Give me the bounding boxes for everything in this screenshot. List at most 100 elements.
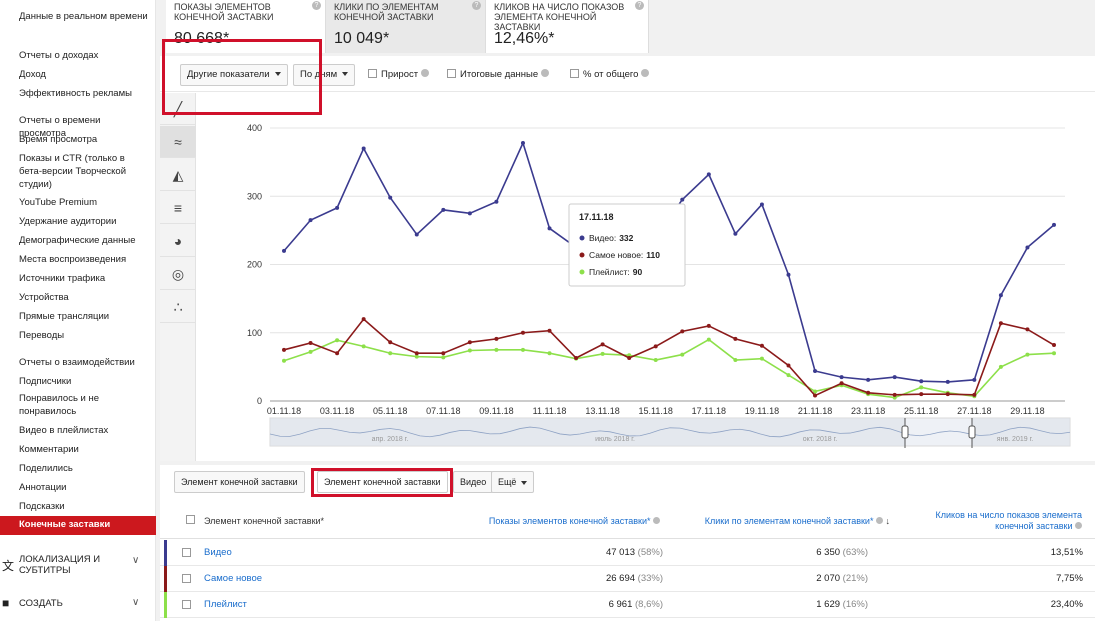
chevron-down-icon[interactable]: ∨ bbox=[132, 555, 140, 566]
metric-card-impressions[interactable]: Показы элементов конечной заставки 80 66… bbox=[166, 0, 326, 53]
tooltip-marker bbox=[579, 235, 585, 241]
bar-chart-icon[interactable]: ≡ bbox=[160, 192, 196, 224]
data-table: Элемент конечной заставки* Показы элемен… bbox=[160, 39, 1095, 621]
sidebar-item[interactable]: Демографические данные bbox=[19, 235, 136, 246]
row-checkbox[interactable] bbox=[182, 600, 191, 609]
tooltip-box bbox=[568, 203, 686, 287]
help-icon[interactable]: ? bbox=[312, 1, 321, 10]
tab-end-screen-element-selected[interactable]: Элемент конечной заставки bbox=[317, 471, 448, 493]
bubble-chart-icon[interactable]: ∴ bbox=[160, 291, 196, 323]
checkbox-box[interactable] bbox=[368, 69, 377, 78]
chevron-down-icon[interactable]: ∨ bbox=[132, 597, 140, 608]
row-name-link[interactable]: Самое новое bbox=[204, 573, 263, 584]
help-icon[interactable] bbox=[1075, 522, 1082, 529]
sort-down-icon[interactable]: ↓ bbox=[885, 516, 891, 526]
sidebar-section-create[interactable]: ■ Создать ∨ bbox=[0, 590, 156, 620]
data-point bbox=[706, 172, 711, 177]
help-icon[interactable]: ? bbox=[635, 1, 644, 10]
help-icon[interactable] bbox=[875, 517, 883, 524]
sidebar-item[interactable]: Доход bbox=[19, 69, 46, 80]
column-header-ctr[interactable]: Кликов на число показов элемента конечно… bbox=[900, 510, 1082, 532]
sidebar-item[interactable]: Время просмотра bbox=[19, 134, 98, 145]
row-checkbox[interactable] bbox=[182, 548, 191, 557]
sidebar-item[interactable]: Комментарии bbox=[19, 444, 79, 455]
sidebar-item[interactable]: Удержание аудитории bbox=[19, 216, 117, 227]
tab-end-screen-element[interactable]: Элемент конечной заставки bbox=[174, 471, 305, 493]
globe-icon[interactable]: ◎ bbox=[160, 258, 196, 290]
data-point bbox=[866, 377, 871, 382]
sidebar-item[interactable]: Подсказки bbox=[19, 501, 65, 512]
sidebar-item[interactable]: Устройства bbox=[19, 292, 69, 303]
navigator-label: янв. 2019 г. bbox=[997, 436, 1033, 443]
tab-more[interactable]: Ещё bbox=[491, 471, 535, 493]
sidebar-item[interactable]: Поделились bbox=[19, 463, 73, 474]
sidebar-item[interactable]: Данные в реальном времени bbox=[19, 11, 148, 22]
percent-total-checkbox[interactable]: % от общего bbox=[570, 69, 650, 80]
sidebar-item[interactable]: Отчеты о доходах bbox=[19, 50, 99, 61]
select-all-checkbox[interactable] bbox=[186, 515, 195, 524]
sidebar-item[interactable]: Аннотации bbox=[19, 482, 67, 493]
by-days-dropdown[interactable]: По дням bbox=[293, 64, 356, 86]
row-ctr: 7,75% bbox=[1056, 573, 1083, 584]
metric-card-ctr[interactable]: Кликов на число показов элемента конечно… bbox=[486, 0, 649, 53]
data-point bbox=[759, 343, 764, 348]
area-chart-icon[interactable]: ◭ bbox=[160, 159, 196, 191]
sidebar-item[interactable]: Эффективность рекламы bbox=[19, 88, 132, 99]
impressions-value: 6 961 bbox=[608, 599, 633, 610]
sidebar-item[interactable]: YouTube Premium bbox=[19, 197, 97, 208]
sidebar-item[interactable]: Прямые трансляции bbox=[19, 311, 110, 322]
pie-chart-icon[interactable]: ◕ bbox=[160, 225, 196, 257]
metric-title: Кликов на число показов элемента конечно… bbox=[494, 2, 625, 32]
sidebar-item[interactable]: Источники трафика bbox=[19, 273, 106, 284]
tooltip-value: 90 bbox=[633, 267, 643, 277]
data-point bbox=[1052, 222, 1056, 227]
impressions-percent: (8,6%) bbox=[635, 599, 663, 610]
sidebar-item-label: Конечные заставки bbox=[19, 519, 111, 530]
more-metrics-dropdown[interactable]: Другие показатели bbox=[180, 64, 288, 86]
main-content: Показы элементов конечной заставки 80 66… bbox=[156, 0, 1095, 621]
totals-checkbox[interactable]: Итоговые данные bbox=[447, 69, 550, 80]
row-name-link[interactable]: Плейлист bbox=[204, 599, 247, 610]
tab-video[interactable]: Видео bbox=[453, 471, 494, 493]
data-point bbox=[600, 342, 605, 347]
row-impressions: 6 961 (8,6%) bbox=[609, 599, 663, 610]
help-icon[interactable] bbox=[421, 69, 430, 77]
table-row[interactable]: Видео 47 013 (58%) 6 350 (63%) 13,51% bbox=[160, 540, 1095, 566]
table-row[interactable]: Плейлист 6 961 (8,6%) 1 629 (16%) 23,40% bbox=[160, 592, 1095, 618]
sidebar-item[interactable]: Отчеты о времени просмотра bbox=[19, 115, 101, 139]
table-row[interactable]: Самое новое 26 694 (33%) 2 070 (21%) 7,75% bbox=[160, 566, 1095, 592]
sidebar-item[interactable]: Места воспроизведения bbox=[19, 254, 127, 265]
help-icon[interactable] bbox=[541, 69, 550, 77]
sidebar-item[interactable]: Переводы bbox=[19, 330, 65, 341]
sidebar-item[interactable]: Отчеты о взаимодействии bbox=[19, 357, 135, 368]
y-tick-label: 200 bbox=[247, 260, 262, 270]
data-point bbox=[388, 351, 393, 356]
sidebar-item-end-screens[interactable]: Конечные заставки bbox=[0, 516, 156, 535]
help-icon[interactable]: ? bbox=[472, 1, 481, 10]
data-point bbox=[706, 323, 711, 328]
column-header-name[interactable]: Элемент конечной заставки* bbox=[204, 516, 325, 526]
data-point bbox=[361, 146, 366, 151]
sidebar-item[interactable]: Понравилось и не понравилось bbox=[19, 393, 100, 417]
metric-card-clicks[interactable]: Клики по элементам конечной заставки 10 … bbox=[326, 0, 486, 53]
help-icon[interactable] bbox=[653, 517, 660, 524]
column-header-clicks[interactable]: Клики по элементам конечной заставки* ↓ bbox=[670, 516, 890, 527]
line-chart-icon[interactable]: ╱ bbox=[160, 93, 196, 125]
x-tick-label: 23.11.18 bbox=[851, 406, 885, 416]
sidebar-section-localization[interactable]: 文 Локализация и субтитры ∨ bbox=[0, 549, 156, 579]
sidebar-item[interactable]: Видео в плейлистах bbox=[19, 425, 109, 436]
sidebar-item[interactable]: Подписчики bbox=[19, 376, 72, 387]
x-tick-label: 03.11.18 bbox=[320, 406, 354, 416]
sidebar-item[interactable]: Показы и CTR (только в бета-версии Творч… bbox=[19, 153, 127, 190]
data-point bbox=[467, 340, 472, 345]
row-checkbox[interactable] bbox=[182, 574, 191, 583]
navigator-label: окт. 2018 г. bbox=[803, 436, 838, 443]
help-icon[interactable] bbox=[641, 69, 650, 77]
checkbox-box[interactable] bbox=[570, 69, 579, 78]
checkbox-box[interactable] bbox=[447, 69, 456, 78]
data-point bbox=[574, 356, 579, 361]
multi-line-chart-icon[interactable]: ≈ bbox=[160, 126, 196, 158]
column-header-impressions[interactable]: Показы элементов конечной заставки* bbox=[460, 516, 660, 527]
growth-checkbox[interactable]: Прирост bbox=[368, 69, 430, 80]
row-name-link[interactable]: Видео bbox=[204, 547, 232, 558]
